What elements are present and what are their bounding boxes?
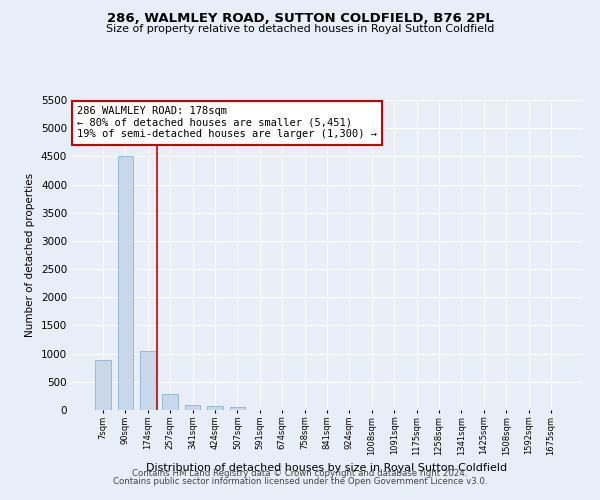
Bar [230, 407, 245, 410]
Text: 286, WALMLEY ROAD, SUTTON COLDFIELD, B76 2PL: 286, WALMLEY ROAD, SUTTON COLDFIELD, B76… [107, 12, 493, 26]
Bar [185, 405, 200, 410]
Bar [140, 351, 155, 410]
Text: Size of property relative to detached houses in Royal Sutton Coldfield: Size of property relative to detached ho… [106, 24, 494, 34]
Y-axis label: Number of detached properties: Number of detached properties [25, 173, 35, 337]
Text: Contains public sector information licensed under the Open Government Licence v3: Contains public sector information licen… [113, 477, 487, 486]
Bar [163, 394, 178, 410]
Bar [118, 156, 133, 410]
Text: 286 WALMLEY ROAD: 178sqm
← 80% of detached houses are smaller (5,451)
19% of sem: 286 WALMLEY ROAD: 178sqm ← 80% of detach… [77, 106, 377, 140]
Text: Contains HM Land Registry data © Crown copyright and database right 2024.: Contains HM Land Registry data © Crown c… [132, 468, 468, 477]
X-axis label: Distribution of detached houses by size in Royal Sutton Coldfield: Distribution of detached houses by size … [146, 463, 508, 473]
Bar [207, 406, 223, 410]
Bar [95, 360, 111, 410]
